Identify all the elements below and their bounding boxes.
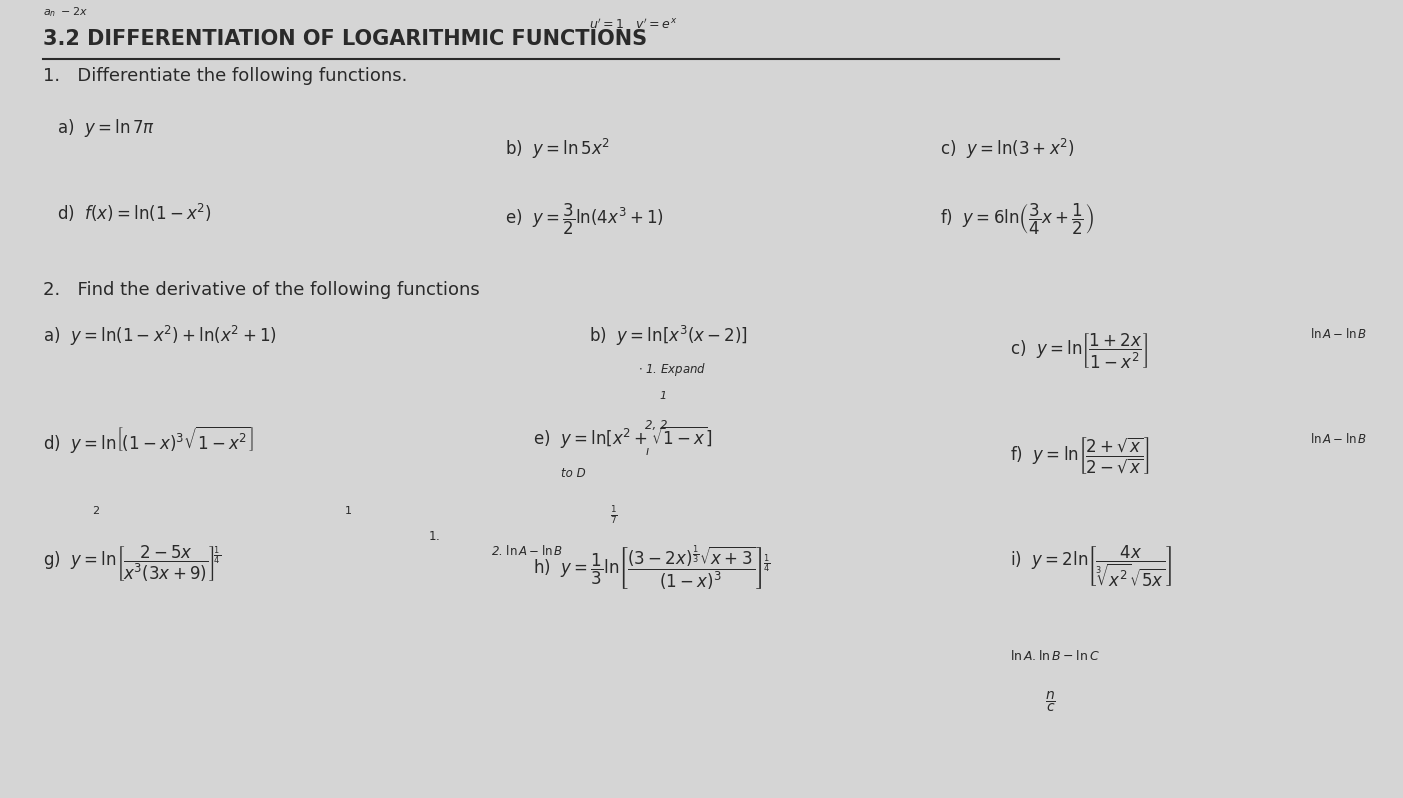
Text: $\cdot$ 1. Expand: $\cdot$ 1. Expand <box>638 361 707 377</box>
Text: h)  $y = \dfrac{1}{3}\ln\!\left[\dfrac{(3-2x)^{\frac{1}{3}}\sqrt{x+3}}{(1-x)^3}\: h) $y = \dfrac{1}{3}\ln\!\left[\dfrac{(3… <box>533 543 770 593</box>
Text: g)  $y = \ln\!\left[\dfrac{2 - 5x}{x^3(3x + 9)}\right]^{\!\frac{1}{4}}$: g) $y = \ln\!\left[\dfrac{2 - 5x}{x^3(3x… <box>43 543 222 584</box>
Text: c)  $y = \ln\!\left[\dfrac{1 + 2x}{1 - x^2}\right]$: c) $y = \ln\!\left[\dfrac{1 + 2x}{1 - x^… <box>1010 331 1148 370</box>
Text: $\dfrac{n}{c}$: $\dfrac{n}{c}$ <box>1045 689 1055 713</box>
Text: a)  $y = \ln 7\pi$: a) $y = \ln 7\pi$ <box>58 117 156 139</box>
Text: 3.2 DIFFERENTIATION OF LOGARITHMIC FUNCTIONS: 3.2 DIFFERENTIATION OF LOGARITHMIC FUNCT… <box>43 30 648 49</box>
Text: 2.   Find the derivative of the following functions: 2. Find the derivative of the following … <box>43 282 480 299</box>
Text: to D: to D <box>561 467 586 480</box>
Text: $\frac{1}{7}$: $\frac{1}{7}$ <box>610 504 619 526</box>
Text: d)  $f(x) = \ln(1 - x^2)$: d) $f(x) = \ln(1 - x^2)$ <box>58 202 212 224</box>
Text: e)  $y = \ln\!\left[x^2 + \sqrt{1 - x}\right]$: e) $y = \ln\!\left[x^2 + \sqrt{1 - x}\ri… <box>533 425 713 450</box>
Text: e)  $y = \dfrac{3}{2}\ln(4x^3 + 1)$: e) $y = \dfrac{3}{2}\ln(4x^3 + 1)$ <box>505 202 665 237</box>
Text: f)  $y = 6\ln\!\left(\dfrac{3}{4}x + \dfrac{1}{2}\right)$: f) $y = 6\ln\!\left(\dfrac{3}{4}x + \dfr… <box>940 202 1093 237</box>
Text: $a_n \  -2x$: $a_n \ -2x$ <box>43 6 88 19</box>
Text: $\imath$: $\imath$ <box>645 445 650 458</box>
Text: b)  $y = \ln[x^3(x - 2)]$: b) $y = \ln[x^3(x - 2)]$ <box>589 323 748 348</box>
Text: $1.$: $1.$ <box>428 530 441 543</box>
Text: $\ln A - \ln B$: $\ln A - \ln B$ <box>1309 327 1367 342</box>
Text: $1$: $1$ <box>345 504 352 516</box>
Text: i)  $y = 2\ln\!\left[\dfrac{4x}{\sqrt[3]{x^2}\sqrt{5x}}\right]$: i) $y = 2\ln\!\left[\dfrac{4x}{\sqrt[3]{… <box>1010 543 1172 589</box>
Text: a)  $y = \ln(1 - x^2) + \ln(x^2 + 1)$: a) $y = \ln(1 - x^2) + \ln(x^2 + 1)$ <box>43 323 278 348</box>
Text: $\ln A. \ln B - \ln C$: $\ln A. \ln B - \ln C$ <box>1010 650 1100 663</box>
Text: $u'= 1 \quad v'= e^x$: $u'= 1 \quad v'= e^x$ <box>589 18 678 32</box>
Text: c)  $y = \ln(3 + x^2)$: c) $y = \ln(3 + x^2)$ <box>940 136 1075 160</box>
Text: 1: 1 <box>659 391 666 401</box>
Text: $\ln A - \ln B$: $\ln A - \ln B$ <box>1309 433 1367 446</box>
Text: $2$: $2$ <box>93 504 101 516</box>
Text: 2. $\ln A - \ln B$: 2. $\ln A - \ln B$ <box>491 543 564 558</box>
Text: 2, 2: 2, 2 <box>645 419 668 432</box>
Text: 1.   Differentiate the following functions.: 1. Differentiate the following functions… <box>43 66 408 85</box>
Text: b)  $y = \ln 5x^2$: b) $y = \ln 5x^2$ <box>505 136 610 160</box>
Text: f)  $y = \ln\!\left[\dfrac{2 + \sqrt{x}}{2 - \sqrt{x}}\right]$: f) $y = \ln\!\left[\dfrac{2 + \sqrt{x}}{… <box>1010 435 1149 476</box>
Text: d)  $y = \ln\!\left[(1-x)^3\sqrt{1 - x^2}\right]$: d) $y = \ln\!\left[(1-x)^3\sqrt{1 - x^2}… <box>43 425 255 456</box>
